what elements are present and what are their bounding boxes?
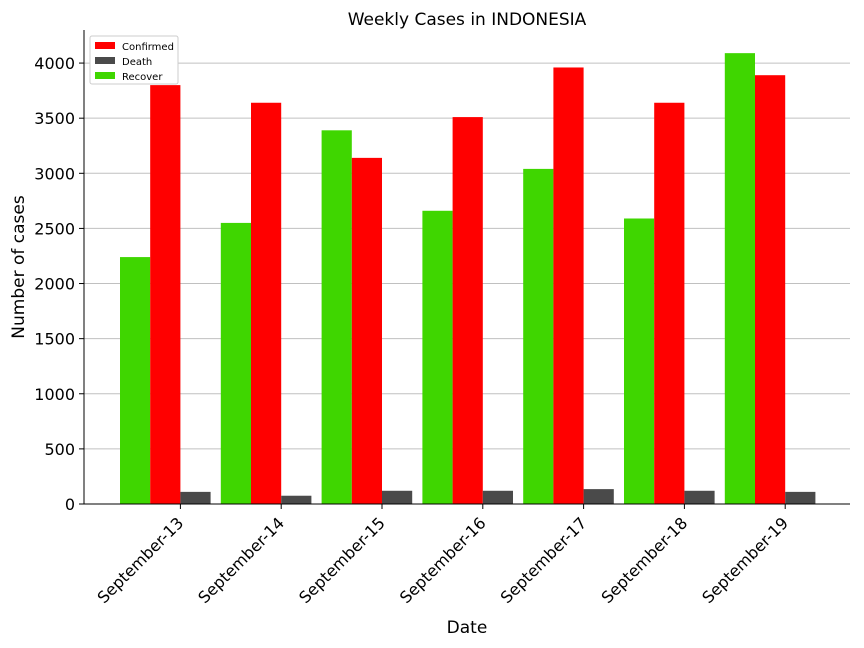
bar-confirmed-7 [755,75,786,505]
bar-death-5 [583,489,614,504]
bar-confirmed-5 [553,67,584,505]
bar-recover-6 [624,218,655,504]
x-tick-label: September-19 [698,513,792,607]
legend-swatch-death [95,57,115,64]
legend-label-death: Death [122,57,152,68]
y-tick-label: 3500 [34,109,75,128]
bar-recover-4 [422,210,453,504]
x-tick-label: September-17 [497,513,591,607]
bar-recover-5 [523,168,554,505]
y-tick-label: 1000 [34,385,75,404]
x-tick-label: September-15 [295,513,389,607]
bar-death-2 [281,495,312,504]
bar-death-3 [382,490,413,504]
bar-confirmed-3 [351,157,382,505]
legend-swatch-confirmed [95,42,115,49]
y-axis-title: Number of cases [9,195,29,339]
bar-death-1 [180,491,211,504]
bar-confirmed-2 [251,102,282,505]
bar-confirmed-1 [150,85,181,505]
y-ticks: 0 500 1000 1500 2000 2500 3000 3500 4000 [34,54,84,514]
bar-recover-7 [724,53,755,505]
y-tick-label: 2000 [34,275,75,294]
x-tick-label: September-16 [396,513,490,607]
bar-death-7 [785,491,816,504]
legend-label-confirmed: Confirmed [122,42,174,53]
y-tick-label: 0 [65,495,75,514]
x-axis-title: Date [447,618,488,638]
legend-swatch-recover [95,72,115,79]
y-tick-label: 500 [44,440,75,459]
chart-title: Weekly Cases in INDONESIA [348,10,587,30]
y-tick-label: 4000 [34,54,75,73]
bar-death-4 [482,490,513,504]
x-tick-label: September-14 [194,513,288,607]
x-tick-label: September-13 [94,513,188,607]
x-tick-label: September-18 [598,513,692,607]
y-tick-label: 1500 [34,330,75,349]
bar-confirmed-6 [654,102,685,505]
bar-death-6 [684,490,715,504]
legend: Confirmed Death Recover [89,35,179,85]
bar-recover-2 [220,222,251,504]
legend-label-recover: Recover [122,72,163,83]
y-tick-label: 3000 [34,164,75,183]
bars [120,53,816,505]
bar-confirmed-4 [452,117,483,505]
bar-recover-3 [321,130,352,504]
y-tick-label: 2500 [34,219,75,238]
axes [83,30,850,505]
bar-recover-1 [120,257,151,504]
x-ticks: September-13 September-14 September-15 Sept… [94,504,792,607]
